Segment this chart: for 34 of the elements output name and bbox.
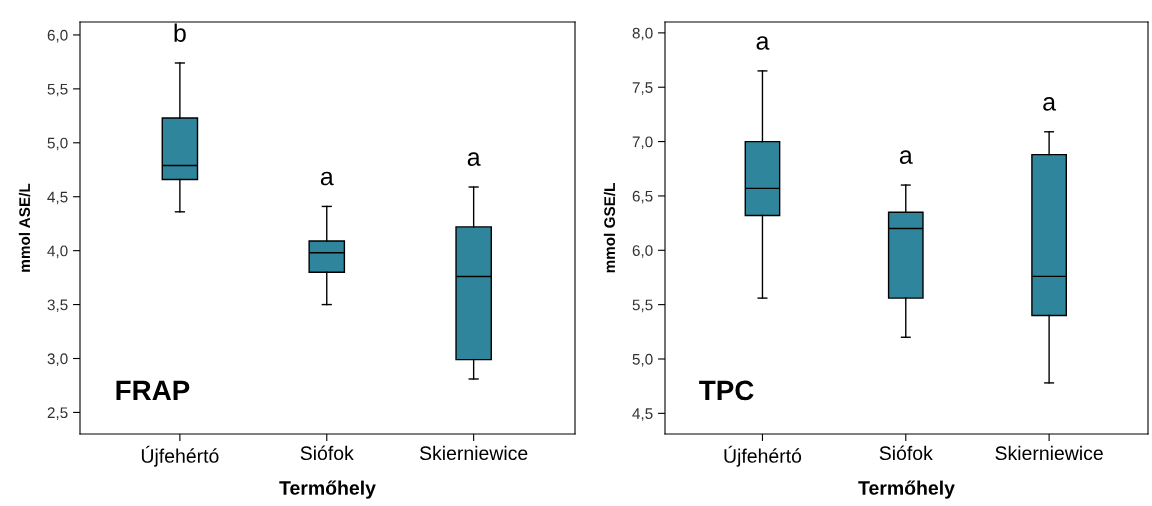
x-tick-label: Skierniewice	[419, 445, 528, 461]
y-tick-label: 7,5	[632, 82, 653, 95]
y-tick-label: 5,0	[47, 137, 68, 151]
annotation: FRAP	[116, 380, 190, 400]
y-tick-label: 4,0	[47, 245, 68, 259]
y-tick-label: 6,0	[632, 245, 653, 258]
x-axis-title: Termőhely	[279, 480, 376, 499]
annotation: a	[320, 171, 334, 186]
annotation: TPC	[699, 380, 754, 401]
y-tick-label: 6,5	[632, 190, 653, 204]
x-tick-label: Újfehértó	[724, 445, 802, 467]
y-tick-label: 5,0	[632, 353, 653, 367]
annotation: a	[756, 36, 770, 50]
y-axis-title: mmol ASE/L	[18, 183, 31, 272]
annotation: a	[467, 152, 481, 166]
y-tick-label: 5,5	[47, 83, 68, 97]
x-tick-label: Skierniewice	[995, 445, 1103, 461]
x-tick-label: Siófok	[300, 445, 354, 461]
y-tick-label: 4,5	[632, 408, 653, 421]
x-tick-label: Siófok	[879, 445, 933, 461]
annotation: a	[899, 150, 913, 164]
x-axis-title: Termőhely	[858, 480, 955, 499]
y-tick-label: 5,5	[632, 299, 653, 313]
y-tick-label: 3,0	[47, 353, 68, 366]
y-tick-label: 3,5	[47, 299, 68, 313]
y-axis-title: mmol GSE/L	[603, 183, 616, 273]
annotation: a	[1043, 97, 1057, 111]
y-tick-label: 7,0	[632, 136, 653, 150]
y-tick-label: 4,5	[47, 191, 68, 205]
x-tick-label: Újfehértó	[141, 445, 219, 467]
y-tick-label: 6,0	[47, 29, 68, 43]
annotation: b	[174, 23, 186, 42]
y-tick-label: 8,0	[632, 27, 653, 41]
y-tick-label: 2,5	[47, 407, 68, 420]
